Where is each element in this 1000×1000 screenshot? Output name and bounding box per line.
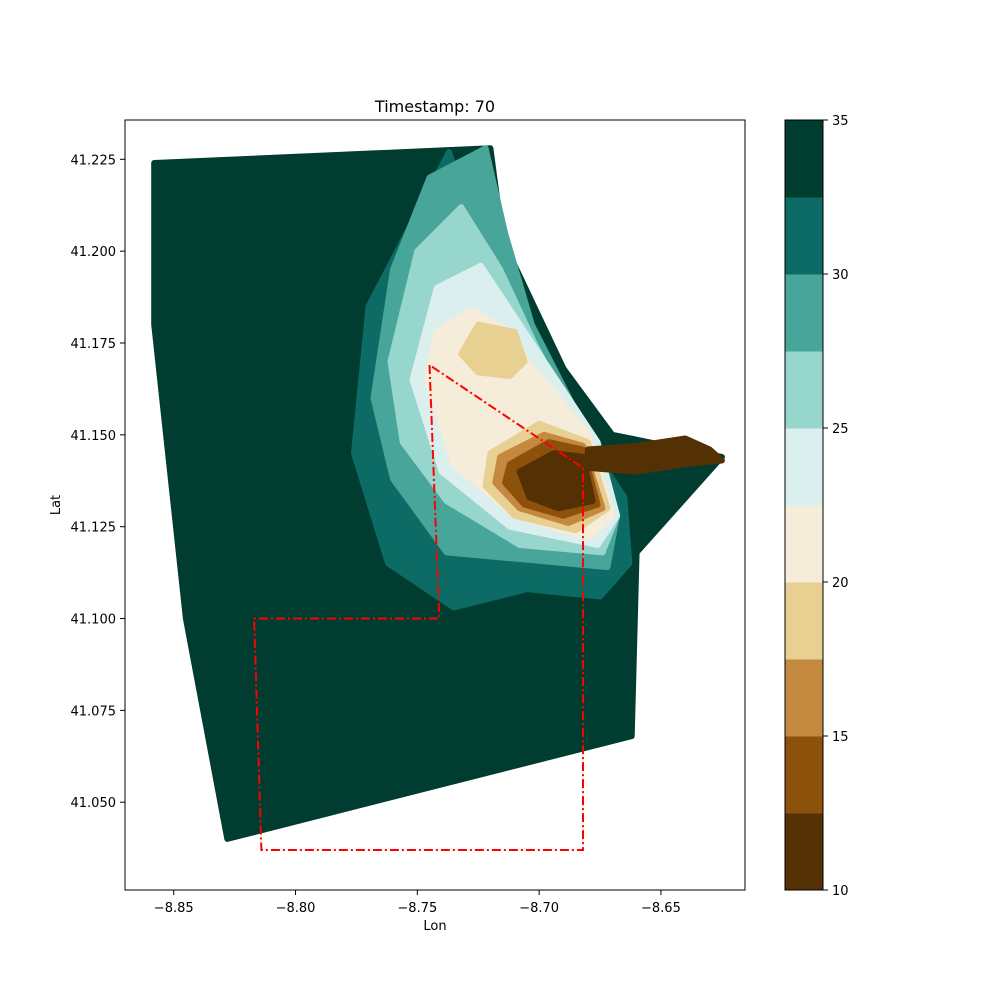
colorbar-band <box>785 505 823 583</box>
field-region-10 <box>516 450 596 512</box>
colorbar-band <box>785 659 823 737</box>
y-tick-label: 41.175 <box>71 337 117 352</box>
colorbar-band <box>785 120 823 198</box>
chart-title: Timestamp: 70 <box>374 97 495 116</box>
colorbar-frame <box>784 119 824 891</box>
x-axis: −8.85 −8.80 −8.75 −8.70 −8.65 <box>154 890 681 916</box>
x-tick-label: −8.75 <box>397 901 437 916</box>
colorbar-tick-label: 10 <box>832 884 849 899</box>
x-tick-label: −8.70 <box>519 901 559 916</box>
study-area-boundary <box>253 364 584 851</box>
colorbar: 10 15 20 25 30 35 <box>784 114 849 899</box>
plot-area <box>124 119 746 891</box>
y-tick-label: 41.150 <box>71 429 117 444</box>
colorbar-tick-label: 35 <box>832 114 849 129</box>
colorbar-tick-label: 15 <box>832 730 849 745</box>
colorbar-tick-label: 25 <box>832 422 849 437</box>
colorbar-tick-label: 20 <box>832 576 849 591</box>
colorbar-band <box>785 736 823 814</box>
y-tick-label: 41.125 <box>71 521 117 536</box>
field-region-6 <box>458 321 528 380</box>
y-tick-label: 41.225 <box>71 153 117 168</box>
colorbar-band <box>785 813 823 891</box>
field-region-11 <box>584 435 725 475</box>
y-tick-label: 41.075 <box>71 704 117 719</box>
colorbar-band <box>785 197 823 275</box>
y-tick-label: 41.050 <box>71 796 117 811</box>
x-tick-label: −8.80 <box>276 901 316 916</box>
colorbar-band <box>785 582 823 660</box>
colorbar-tick-label: 30 <box>832 268 849 283</box>
x-tick-label: −8.65 <box>641 901 681 916</box>
salinity-field <box>151 145 725 842</box>
x-axis-label: Lon <box>423 919 446 934</box>
colorbar-band <box>785 351 823 429</box>
y-tick-label: 41.100 <box>71 613 117 628</box>
y-axis: 41.050 41.075 41.100 41.125 41.150 41.175 41.2… <box>71 153 125 811</box>
plot-frame <box>124 119 746 891</box>
x-tick-label: −8.85 <box>154 901 194 916</box>
colorbar-band <box>785 428 823 506</box>
colorbar-band <box>785 274 823 352</box>
y-axis-label: Lat <box>49 495 64 515</box>
y-tick-label: 41.200 <box>71 245 117 260</box>
